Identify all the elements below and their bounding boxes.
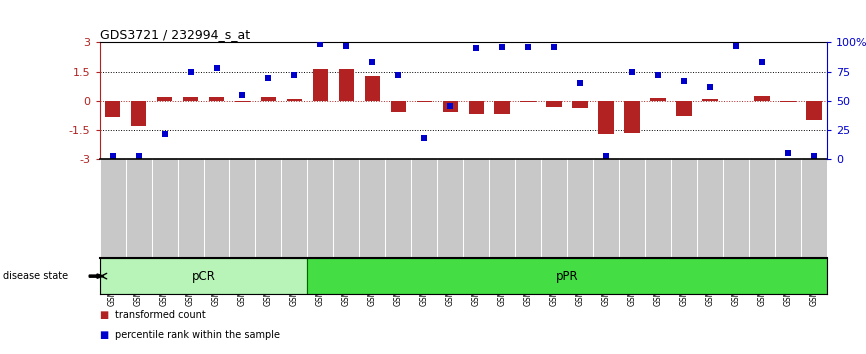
Point (755, 59, 769, 65)
Bar (572, 101, 588, 108)
Bar (261, 97, 276, 101)
Point (313, 41, 327, 46)
Text: ■: ■ (100, 330, 109, 339)
Point (417, 136, 431, 141)
Point (703, 84, 717, 90)
Point (288, 72, 301, 78)
Point (339, 43, 353, 49)
Bar (183, 97, 198, 101)
Text: disease state: disease state (3, 271, 68, 281)
Bar (650, 98, 666, 101)
Point (365, 59, 379, 65)
Point (521, 44, 535, 50)
Bar (339, 69, 354, 101)
Point (210, 65, 223, 71)
Point (677, 78, 691, 84)
Point (262, 75, 275, 80)
Point (651, 72, 665, 78)
Bar (209, 97, 224, 101)
Bar (157, 97, 172, 101)
Bar (676, 101, 692, 116)
Bar (443, 101, 458, 112)
Bar (307, 258, 827, 294)
Bar (546, 101, 562, 107)
Bar (365, 76, 380, 101)
Bar (494, 101, 510, 114)
Bar (780, 101, 796, 102)
Bar (131, 101, 146, 126)
Point (625, 69, 639, 75)
Bar (702, 99, 718, 101)
Bar (754, 96, 770, 101)
Point (599, 153, 613, 159)
Point (158, 131, 171, 136)
Point (495, 44, 509, 50)
Point (443, 103, 457, 108)
Point (547, 44, 561, 50)
Point (469, 46, 483, 51)
Text: percentile rank within the sample: percentile rank within the sample (115, 330, 281, 339)
Point (807, 153, 821, 159)
Bar (469, 101, 484, 114)
Bar (520, 101, 536, 102)
Bar (100, 258, 307, 294)
Text: pPR: pPR (556, 270, 578, 282)
Text: ■: ■ (100, 310, 109, 320)
Text: GDS3721 / 232994_s_at: GDS3721 / 232994_s_at (100, 28, 249, 41)
Bar (105, 101, 120, 118)
Text: transformed count: transformed count (115, 310, 206, 320)
Bar (287, 98, 302, 101)
Text: pCR: pCR (191, 270, 216, 282)
Bar (624, 101, 640, 133)
Point (573, 80, 587, 86)
Point (106, 153, 120, 159)
Bar (598, 101, 614, 134)
Bar (806, 101, 822, 120)
Point (236, 92, 249, 98)
Point (781, 150, 795, 156)
Point (132, 153, 145, 159)
Bar (235, 101, 250, 102)
Point (391, 72, 405, 78)
Bar (313, 69, 328, 101)
Bar (391, 101, 406, 112)
Point (184, 69, 197, 75)
Point (729, 43, 743, 49)
Bar (417, 101, 432, 102)
